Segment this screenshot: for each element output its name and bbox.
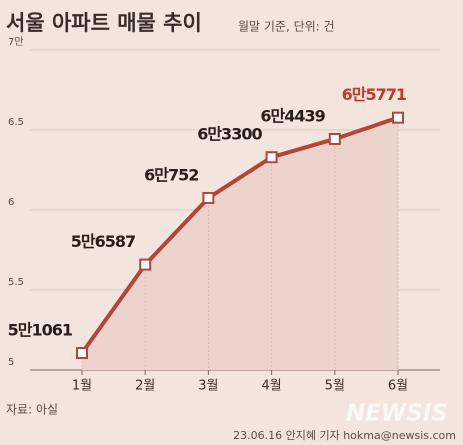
chart-title: 서울 아파트 매물 추이 (6, 11, 202, 35)
credit: 23.06.16 안지혜 기자 hokma@newsis.com (233, 429, 456, 442)
y-tick-label: 7만 (8, 36, 24, 48)
marker (328, 132, 341, 145)
plot-area: 5 5.5 6 6.5 7만 1월 2월 3월 4월 5월 6월 5만1061 5만6587 6만752 6… (8, 36, 440, 394)
data-label: 6만5771 (342, 85, 407, 104)
y-tick-label: 6.5 (8, 117, 24, 128)
chart-subtitle: 월말 기준, 단위: 건 (238, 20, 335, 34)
area (82, 117, 398, 370)
marker (76, 347, 88, 360)
data-label: 6만4439 (260, 106, 325, 125)
line (80, 115, 399, 355)
marker (202, 191, 215, 204)
data-label: 6만3300 (197, 125, 262, 144)
x-tick-label: 2월 (135, 379, 155, 394)
data-label: 5만1061 (8, 321, 73, 340)
y-tick-label: 5.5 (8, 277, 24, 288)
x-tick-label: 4월 (261, 379, 281, 394)
marker (265, 151, 278, 164)
x-tick-label: 6월 (388, 379, 408, 394)
data-label: 5만6587 (71, 232, 135, 251)
marker (139, 258, 152, 271)
marker (392, 111, 404, 124)
source: 자료: 아실 (6, 403, 58, 417)
y-tick-label: 5 (8, 357, 14, 368)
watermark: NEWSIS (346, 401, 448, 427)
y-tick-label: 6 (8, 197, 14, 208)
x-tick-label: 1월 (72, 379, 92, 394)
data-label: 6만752 (144, 165, 198, 184)
x-tick-label: 3월 (198, 379, 218, 394)
x-tick-label: 5월 (325, 379, 345, 394)
